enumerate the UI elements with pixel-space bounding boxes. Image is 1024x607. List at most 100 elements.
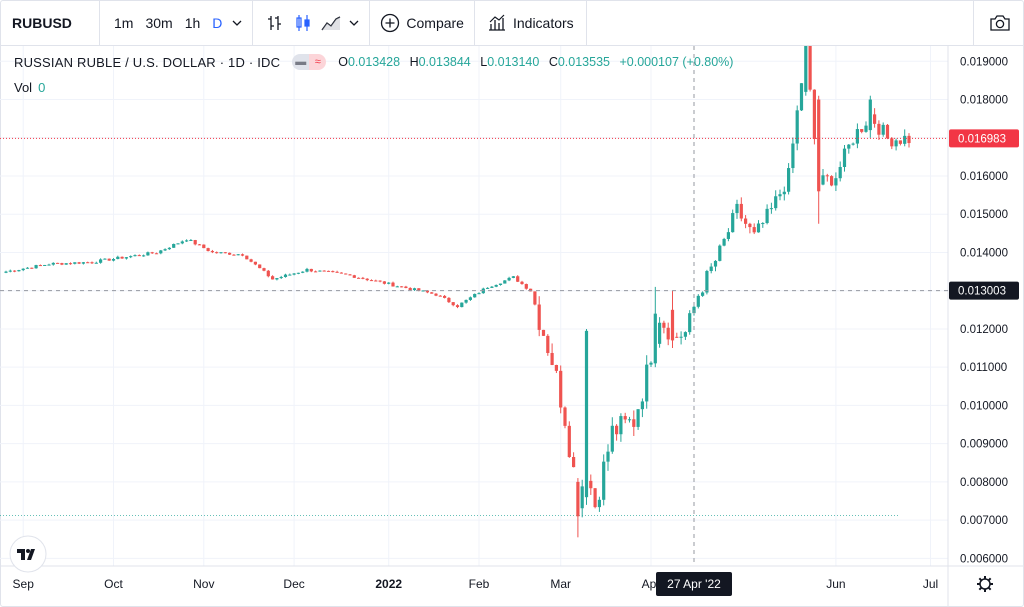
- symbol-search-button[interactable]: RUBUSD: [0, 0, 100, 45]
- candle-body: [430, 292, 434, 294]
- candle-body: [365, 278, 369, 281]
- candle-body: [94, 262, 98, 264]
- area-chart-icon[interactable]: [317, 9, 345, 37]
- candle-body: [335, 271, 339, 273]
- candle-body: [223, 252, 227, 254]
- candle-body: [584, 330, 589, 498]
- chevron-down-icon[interactable]: [230, 16, 244, 30]
- candle-body: [309, 268, 313, 272]
- candle-body: [520, 281, 524, 285]
- candle-body: [154, 253, 159, 255]
- candle-body: [494, 284, 498, 287]
- indicators-label: Indicators: [512, 14, 574, 31]
- x-tick-label: Jun: [826, 577, 845, 591]
- candle-body: [851, 143, 855, 145]
- candle-body: [778, 194, 782, 197]
- candle-body: [559, 370, 563, 408]
- candle-body: [17, 270, 21, 272]
- candle-body: [124, 257, 128, 259]
- gear-icon[interactable]: [977, 576, 993, 592]
- candle-body: [447, 297, 451, 303]
- candle-body: [305, 268, 309, 272]
- crosshair-price-label: 0.013003: [958, 286, 1006, 298]
- candle-body: [567, 425, 571, 458]
- candle-body: [511, 276, 515, 278]
- candle-body: [369, 280, 374, 282]
- candle-body: [795, 110, 799, 144]
- timeframe-1m[interactable]: 1m: [114, 14, 134, 31]
- candle-body: [258, 264, 262, 269]
- candle-body: [197, 244, 202, 246]
- candle-body: [503, 280, 507, 284]
- candle-body: [658, 322, 662, 344]
- candle-body: [348, 274, 352, 276]
- candle-body: [206, 248, 210, 252]
- candle-body: [726, 232, 730, 239]
- toolbar-divider: [973, 0, 974, 46]
- minus-icon[interactable]: ▬: [292, 54, 310, 70]
- candle-body: [838, 166, 842, 179]
- x-tick-label: Apr: [642, 577, 661, 591]
- candle-body: [563, 407, 567, 426]
- candle-body: [649, 362, 653, 365]
- candle-body: [249, 259, 253, 262]
- candle-body: [215, 252, 219, 254]
- candle-body: [391, 282, 395, 287]
- candle-body: [842, 148, 847, 167]
- timeframe-d[interactable]: D: [212, 14, 223, 31]
- screenshot-button[interactable]: [986, 9, 1014, 37]
- change-value: +0.000107 (+0.80%): [619, 55, 734, 69]
- candle-body: [417, 288, 421, 291]
- candle-body: [868, 99, 872, 131]
- candle-body: [799, 83, 804, 111]
- chevron-down-icon[interactable]: [347, 16, 361, 30]
- candle-body: [533, 291, 537, 305]
- candle-body: [688, 313, 692, 333]
- candle-body: [129, 256, 133, 258]
- price-chart[interactable]: 0.0190000.0180000.0170000.0160000.015000…: [0, 46, 1024, 607]
- candle-body: [890, 138, 894, 147]
- candle-body: [240, 254, 245, 256]
- timeframe-1h[interactable]: 1h: [184, 14, 201, 31]
- candle-body: [748, 223, 752, 228]
- candle-body: [81, 262, 85, 264]
- bar-chart-icon[interactable]: [261, 9, 289, 37]
- candle-body: [731, 213, 735, 233]
- candle-body: [894, 140, 898, 147]
- candle-body: [68, 263, 73, 265]
- candle-body: [133, 255, 137, 257]
- candle-body: [283, 274, 288, 278]
- candle-body: [357, 277, 361, 279]
- candle-body: [142, 255, 146, 257]
- candle-body: [408, 288, 412, 291]
- candle-body: [804, 46, 808, 92]
- crosshair-date-label: 27 Apr '22: [667, 577, 721, 591]
- candle-body: [640, 401, 644, 410]
- crosshair-date-badge: [656, 572, 732, 596]
- candle-body: [782, 191, 786, 195]
- candle-body: [623, 416, 627, 420]
- crosshair-price-badge: [949, 281, 1019, 300]
- timeframe-30m[interactable]: 30m: [145, 14, 173, 31]
- vol-value: 0: [38, 80, 46, 95]
- candles-icon[interactable]: [289, 9, 317, 37]
- indicators-button[interactable]: Indicators: [475, 0, 587, 45]
- candle-body: [752, 227, 756, 233]
- candle-body: [653, 313, 657, 364]
- candle-body: [606, 451, 610, 462]
- candle-body: [318, 270, 322, 272]
- candle-body: [339, 272, 343, 274]
- approx-icon[interactable]: ≈: [309, 54, 327, 70]
- top-toolbar: RUBUSD 1m 30m 1h D Compare Indicators: [0, 0, 1024, 46]
- legend-toggle[interactable]: ▬ ≈: [292, 54, 327, 70]
- candle-body: [580, 486, 584, 509]
- candle-body: [834, 178, 838, 186]
- candle-body: [266, 270, 270, 277]
- candle-body: [490, 286, 494, 288]
- low-value: 0.013140: [487, 55, 540, 69]
- candle-body: [701, 292, 705, 296]
- candle-body: [817, 99, 821, 192]
- chart-type-group: [253, 0, 371, 45]
- candle-body: [774, 196, 778, 209]
- compare-button[interactable]: Compare: [370, 0, 475, 45]
